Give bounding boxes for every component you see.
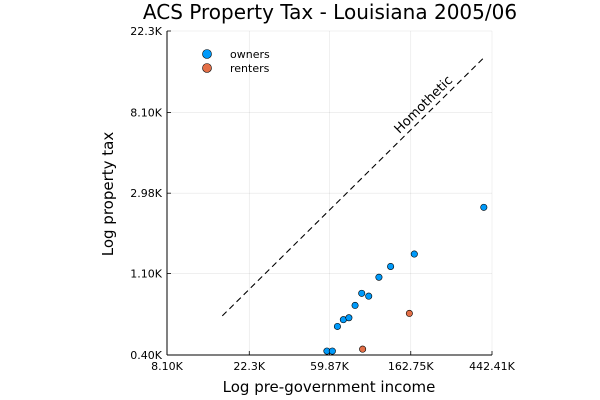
y-tick-label: 22.3K	[130, 25, 162, 38]
x-tick-label: 22.3K	[233, 360, 265, 373]
owners-point	[351, 301, 359, 309]
owners-point	[358, 289, 366, 297]
homothetic-label: Homothetic	[392, 73, 456, 137]
legend-marker-renters	[202, 63, 212, 73]
owners-point	[480, 203, 488, 211]
y-tick-label: 1.10K	[130, 267, 162, 280]
x-tick-label: 442.41K	[469, 360, 515, 373]
owners-point	[375, 273, 383, 281]
legend-label-owners: owners	[230, 48, 270, 61]
legend-label-renters: renters	[230, 62, 270, 75]
x-tick-labels: 8.10K 22.3K 59.87K 162.75K 442.41K	[151, 360, 515, 373]
data-points	[323, 203, 488, 355]
reference-line-group: Homothetic	[221, 57, 485, 317]
y-axis-label: Log property tax	[99, 132, 117, 257]
x-tick-label: 162.75K	[388, 360, 434, 373]
x-axis-label: Log pre-government income	[223, 378, 436, 396]
renters-point	[359, 345, 367, 353]
x-tick-label: 59.87K	[310, 360, 349, 373]
homothetic-line	[221, 57, 485, 317]
y-tick-label: 0.40K	[130, 349, 162, 362]
owners-point	[365, 292, 373, 300]
x-tick-label: 8.10K	[151, 360, 183, 373]
owners-point	[387, 262, 395, 270]
owners-point	[410, 250, 418, 258]
legend-marker-owners	[202, 49, 212, 59]
owners-point	[333, 322, 341, 330]
owners-point	[345, 314, 353, 322]
y-tick-label: 2.98K	[130, 187, 162, 200]
chart-title: ACS Property Tax - Louisiana 2005/06	[143, 0, 517, 24]
owners-point	[328, 347, 336, 355]
renters-point	[405, 309, 413, 317]
y-tick-labels: 0.40K 1.10K 2.98K 8.10K 22.3K	[130, 25, 162, 362]
y-tick-label: 8.10K	[130, 107, 162, 120]
